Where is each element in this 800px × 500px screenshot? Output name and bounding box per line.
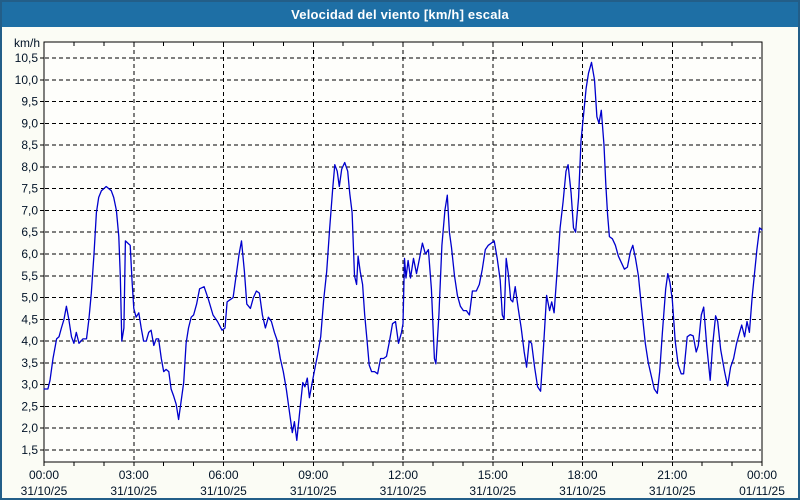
x-tick-date-label: 31/10/25 <box>469 484 516 498</box>
x-tick-time-label: 12:00 <box>388 468 418 482</box>
x-tick-time-label: 15:00 <box>478 468 508 482</box>
x-tick-time-label: 06:00 <box>208 468 238 482</box>
y-tick-label: 7,5 <box>21 182 38 196</box>
x-tick-date-label: 31/10/25 <box>559 484 606 498</box>
y-tick-label: 4,5 <box>21 312 38 326</box>
y-tick-label: 10,0 <box>15 73 39 87</box>
x-tick-time-label: 00:00 <box>747 468 777 482</box>
y-tick-label: 2,0 <box>21 421 38 435</box>
x-tick-date-label: 31/10/25 <box>21 484 68 498</box>
x-tick-date-label: 31/10/25 <box>380 484 427 498</box>
title-bar: Velocidad del viento [km/h] escala <box>2 2 798 27</box>
x-tick-date-label: 31/10/25 <box>290 484 337 498</box>
y-tick-label: 3,5 <box>21 356 38 370</box>
x-tick-time-label: 00:00 <box>29 468 59 482</box>
y-tick-label: 5,5 <box>21 269 38 283</box>
y-tick-label: 7,0 <box>21 203 38 217</box>
y-tick-label: 9,5 <box>21 95 38 109</box>
x-tick-time-label: 21:00 <box>657 468 687 482</box>
y-tick-label: 6,5 <box>21 225 38 239</box>
y-tick-label: 8,5 <box>21 138 38 152</box>
y-tick-label: 9,0 <box>21 116 38 130</box>
x-tick-date-label: 31/10/25 <box>200 484 247 498</box>
y-tick-label: 8,0 <box>21 160 38 174</box>
y-tick-label: 3,0 <box>21 378 38 392</box>
y-tick-label: 10,5 <box>15 51 39 65</box>
y-tick-label: 6,0 <box>21 247 38 261</box>
x-tick-time-label: 09:00 <box>298 468 328 482</box>
y-tick-label: 2,5 <box>21 399 38 413</box>
y-axis-unit-label: km/h <box>14 36 40 50</box>
x-tick-date-label: 31/10/25 <box>110 484 157 498</box>
x-tick-time-label: 03:00 <box>119 468 149 482</box>
plot-frame <box>43 41 763 463</box>
chart-title: Velocidad del viento [km/h] escala <box>291 7 509 22</box>
y-tick-label: 5,0 <box>21 291 38 305</box>
x-tick-date-label: 01/11/25 <box>739 484 785 498</box>
y-tick-label: 4,0 <box>21 334 38 348</box>
wind-speed-line <box>43 61 763 442</box>
x-tick-time-label: 18:00 <box>567 468 597 482</box>
x-tick-date-label: 31/10/25 <box>649 484 696 498</box>
y-tick-label: 1,5 <box>21 443 38 457</box>
